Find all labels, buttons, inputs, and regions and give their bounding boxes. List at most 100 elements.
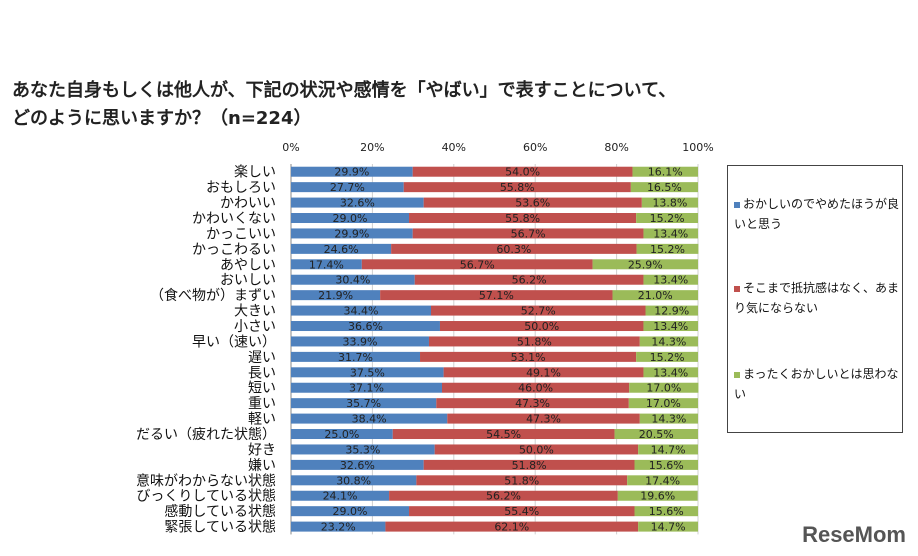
data-label: 50.0% — [519, 443, 554, 456]
data-label: 51.8% — [517, 335, 552, 348]
data-label: 17.4% — [645, 474, 680, 487]
data-label: 15.2% — [650, 212, 685, 225]
bar-segment — [291, 351, 421, 362]
legend-item-3: まったくおかしいとは思わない — [734, 364, 899, 404]
legend-swatch — [734, 371, 740, 378]
data-label: 15.2% — [650, 351, 685, 364]
category-label: 感動している状態 — [164, 503, 276, 520]
data-label: 14.7% — [651, 443, 686, 456]
bar-segment — [628, 398, 698, 409]
bar-segment — [291, 290, 381, 301]
bar-segment — [291, 490, 390, 501]
bar-segment — [403, 182, 631, 193]
data-label: 56.7% — [460, 258, 495, 271]
category-label: かっこわるい — [192, 242, 276, 258]
data-label: 13.4% — [653, 274, 688, 287]
legend-label: まったくおかしいとは思わない — [734, 367, 899, 401]
data-label: 46.0% — [518, 382, 553, 395]
bar-segment — [592, 259, 698, 270]
data-label: 56.7% — [511, 227, 546, 240]
bar-segment — [643, 321, 698, 332]
bar-segment — [639, 413, 698, 424]
data-label: 52.7% — [521, 305, 556, 318]
bar-segment — [389, 490, 618, 501]
data-label: 19.6% — [640, 490, 675, 503]
data-label: 57.1% — [479, 289, 514, 302]
bar-segment — [629, 382, 699, 393]
data-label: 30.4% — [335, 274, 370, 287]
x-tick-label: 0% — [282, 141, 299, 154]
data-label: 27.7% — [330, 181, 365, 194]
category-label: （食べ物が）まずい — [150, 287, 276, 304]
data-label: 16.5% — [647, 181, 682, 194]
bar-segment — [291, 506, 410, 517]
bar-segment — [643, 367, 698, 378]
bar-segment — [636, 243, 699, 254]
bar-segment — [291, 444, 435, 455]
data-label: 13.4% — [653, 320, 688, 333]
category-label: 小さい — [234, 319, 276, 335]
bar-segment — [447, 413, 640, 424]
bar-segment — [291, 166, 413, 177]
bar-segment — [409, 213, 637, 224]
bar-segment — [645, 305, 698, 316]
bar-segment — [443, 367, 644, 378]
x-tick-label: 40% — [442, 141, 466, 154]
data-label: 37.5% — [350, 366, 385, 379]
category-label: 長い — [248, 365, 276, 381]
data-label: 17.0% — [646, 397, 681, 410]
bar-segment — [441, 382, 630, 393]
bar-segment — [291, 213, 410, 224]
category-label: あやしい — [220, 257, 276, 273]
bar-segment — [636, 213, 698, 224]
category-label: 短い — [248, 381, 276, 397]
legend-swatch — [734, 285, 740, 292]
data-label: 25.0% — [324, 428, 359, 441]
data-label: 14.7% — [651, 521, 686, 534]
legend-label: おかしいのでやめたほうが良いと思う — [734, 197, 900, 231]
bar-segment — [630, 182, 698, 193]
category-label: 嫌い — [248, 458, 276, 474]
data-label: 15.2% — [650, 243, 685, 256]
bar-segment — [291, 413, 448, 424]
legend-item-2: そこまで抵抗感はなく、あまり気にならない — [734, 278, 899, 318]
legend-swatch — [734, 201, 740, 208]
data-label: 29.0% — [333, 212, 368, 225]
bar-segment — [439, 321, 644, 332]
data-label: 24.1% — [323, 490, 358, 503]
data-label: 38.4% — [352, 413, 387, 426]
bar-segment — [291, 321, 440, 332]
bar-segment — [617, 490, 698, 501]
bar-segment — [291, 197, 424, 208]
bar-segment — [291, 382, 442, 393]
bar-segment — [639, 336, 698, 347]
data-label: 21.0% — [638, 289, 673, 302]
bar-segment — [392, 429, 615, 440]
bar-segment — [291, 259, 362, 270]
bar-segment — [361, 259, 593, 270]
chart-title-line1: あなた自身もしくは他人が、下記の状況や感情を「やばい」で表すことについて、 — [12, 80, 677, 101]
bar-segment — [641, 197, 698, 208]
category-label: かわいくない — [192, 211, 276, 227]
legend-label: そこまで抵抗感はなく、あまり気にならない — [734, 281, 900, 315]
bar-segment — [414, 274, 644, 285]
category-label: だるい（疲れた状態） — [136, 426, 276, 443]
bar-segment — [291, 182, 404, 193]
data-label: 34.4% — [344, 305, 379, 318]
bar-segment — [380, 290, 613, 301]
x-tick-label: 20% — [360, 141, 384, 154]
bar-segment — [636, 351, 698, 362]
data-label: 53.1% — [511, 351, 546, 364]
category-label: おいしい — [220, 273, 276, 289]
bar-segment — [638, 521, 698, 532]
data-label: 29.9% — [334, 166, 369, 179]
bar-segment — [291, 336, 429, 347]
data-label: 50.0% — [524, 320, 559, 333]
data-label: 16.1% — [648, 166, 683, 179]
bar-segment — [428, 336, 640, 347]
bar-segment — [632, 166, 698, 177]
data-label: 29.9% — [334, 227, 369, 240]
bar-segment — [391, 243, 637, 254]
data-label: 13.4% — [653, 227, 688, 240]
